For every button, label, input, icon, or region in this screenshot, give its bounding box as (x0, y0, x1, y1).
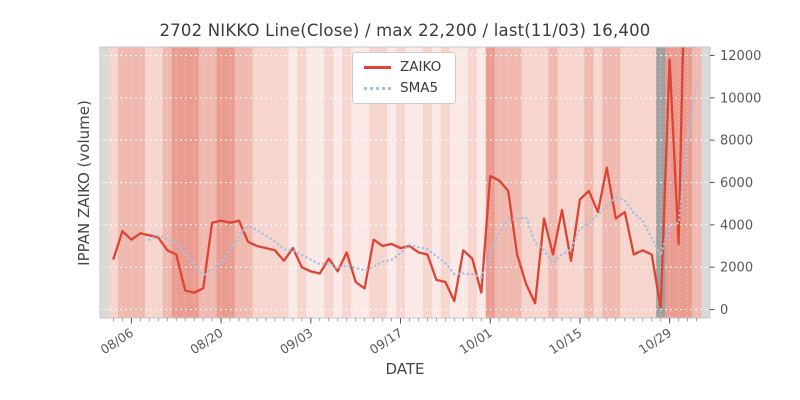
day-band (467, 47, 478, 318)
y-tick-label: 0 (720, 303, 728, 318)
sma5-line (148, 81, 698, 279)
day-band (333, 47, 343, 318)
day-band (153, 47, 164, 318)
day-band (602, 47, 612, 318)
day-band (279, 47, 289, 318)
day-band (315, 47, 325, 318)
legend-label-zaiko: ZAIKO (400, 59, 442, 75)
day-band (413, 47, 424, 318)
day-band (494, 47, 505, 318)
x-axis-label: DATE (385, 360, 425, 378)
day-band (288, 47, 298, 318)
x-tick-label: 10/01 (456, 325, 494, 357)
day-band (378, 47, 388, 318)
day-band (674, 47, 684, 318)
day-band (189, 47, 200, 318)
legend-label-sma5: SMA5 (400, 79, 439, 96)
day-band (539, 47, 549, 318)
day-band (422, 47, 433, 318)
day-band (108, 47, 119, 318)
day-band (405, 47, 415, 318)
day-band (198, 47, 209, 318)
y-tick-label: 6000 (720, 176, 753, 191)
y-tick-label: 12000 (720, 49, 761, 64)
day-band (638, 47, 648, 318)
day-band (683, 47, 693, 318)
day-band (297, 47, 307, 318)
day-band (234, 47, 244, 318)
day-band (665, 47, 675, 318)
x-tick-label: 09/17 (367, 325, 405, 357)
day-band (117, 47, 128, 318)
day-band (593, 47, 603, 318)
day-band (512, 47, 523, 318)
x-tick-label: 08/06 (98, 325, 136, 357)
legend: ZAIKO SMA5 (352, 52, 457, 104)
day-band (620, 47, 630, 318)
day-band (162, 47, 173, 318)
day-band (584, 47, 594, 318)
x-tick-label: 10/29 (636, 325, 674, 357)
day-band (252, 47, 262, 318)
day-band (243, 47, 253, 318)
y-tick-label: 8000 (720, 134, 753, 149)
day-band (629, 47, 639, 318)
x-tick-label: 09/03 (277, 325, 315, 357)
zaiko-line (112, 47, 685, 309)
chart-title: 2702 NIKKO Line(Close) / max 22,200 / la… (159, 21, 651, 40)
day-band (548, 47, 558, 318)
sma5-line-sample-icon (364, 86, 391, 90)
series-layer (112, 47, 698, 309)
x-tick-label: 10/15 (546, 325, 584, 357)
day-band (449, 47, 460, 318)
day-band (207, 47, 218, 318)
day-band (144, 47, 155, 318)
legend-item-zaiko: ZAIKO (364, 59, 442, 75)
day-band (360, 47, 370, 318)
x-tick-label: 08/20 (187, 325, 225, 357)
y-axis-label: IPPAN ZAIKO (volume) (75, 100, 93, 266)
day-band (503, 47, 514, 318)
legend-item-sma5: SMA5 (364, 79, 441, 96)
zaiko-line-sample-icon (364, 66, 391, 70)
day-band (557, 47, 567, 318)
day-band (324, 47, 334, 318)
y-tick-label: 4000 (720, 218, 753, 233)
day-band (369, 47, 379, 318)
day-band (458, 47, 469, 318)
y-tick-label: 10000 (720, 91, 761, 106)
y-tick-label: 2000 (720, 261, 753, 276)
